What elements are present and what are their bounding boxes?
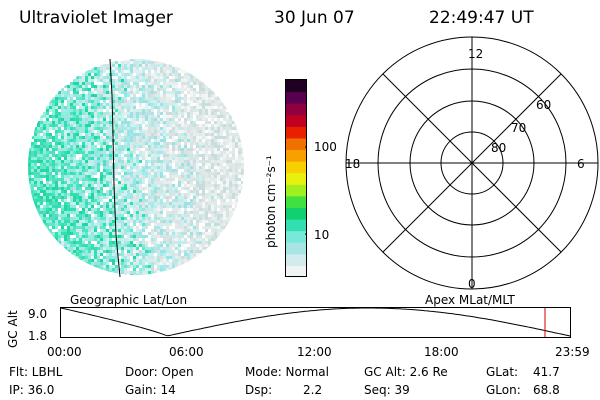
glat-label: GLat: xyxy=(486,365,519,379)
time-label: 22:49:47 UT xyxy=(429,8,534,28)
glat-value: 41.7 xyxy=(533,365,560,379)
app-title: Ultraviolet Imager xyxy=(19,8,173,28)
polar-grid xyxy=(345,36,599,290)
ip-info: IP: 36.0 xyxy=(9,383,55,397)
lat-label-70: 70 xyxy=(511,121,527,135)
mlt-label-18: 18 xyxy=(345,157,361,171)
timeline-ytick-min: 1.8 xyxy=(28,329,48,343)
date-label: 30 Jun 07 xyxy=(274,8,355,28)
lat-label-80: 80 xyxy=(491,141,507,155)
colorbar-tick-10: 10 xyxy=(314,228,330,242)
mode-info: Mode: Normal xyxy=(245,365,329,379)
seq-info: Seq: 39 xyxy=(364,383,410,397)
filter-info: Flt: LBHL xyxy=(9,365,63,379)
mlt-label-6: 6 xyxy=(577,157,585,171)
timeline-plot xyxy=(60,307,571,338)
lat-label-60: 60 xyxy=(536,98,552,112)
colorbar-unit-label: photon cm⁻²s⁻¹ xyxy=(264,155,278,248)
color-bar xyxy=(285,79,307,278)
dsp-label: Dsp: xyxy=(245,383,273,397)
mlt-label-12: 12 xyxy=(468,47,484,61)
timeline-xtick-2359: 23:59 xyxy=(555,345,590,359)
timeline-xtick-0000: 00:00 xyxy=(47,345,82,359)
meridian-line xyxy=(109,58,121,278)
glon-label: GLon: xyxy=(486,383,521,397)
gc-alt-info: GC Alt: 2.6 Re xyxy=(364,365,448,379)
door-info: Door: Open xyxy=(125,365,194,379)
imager-disk xyxy=(28,58,244,278)
glon-value: 68.8 xyxy=(533,383,560,397)
timeline-xtick-1200: 12:00 xyxy=(297,345,332,359)
timeline-ytick-max: 9.0 xyxy=(28,307,48,321)
orbit-altitude-curve xyxy=(60,307,571,337)
dsp-value: 2.2 xyxy=(303,383,323,397)
apex-projection-label: Apex MLat/MLT xyxy=(425,293,515,307)
timeline-xtick-0600: 06:00 xyxy=(169,345,204,359)
colorbar-tick-100: 100 xyxy=(314,140,337,154)
timeline-axis-label: GC Alt xyxy=(6,310,20,348)
timeline-xtick-1800: 18:00 xyxy=(424,345,459,359)
geo-projection-label: Geographic Lat/Lon xyxy=(70,293,188,307)
mlt-label-0: 0 xyxy=(468,277,476,291)
gain-info: Gain: 14 xyxy=(125,383,176,397)
